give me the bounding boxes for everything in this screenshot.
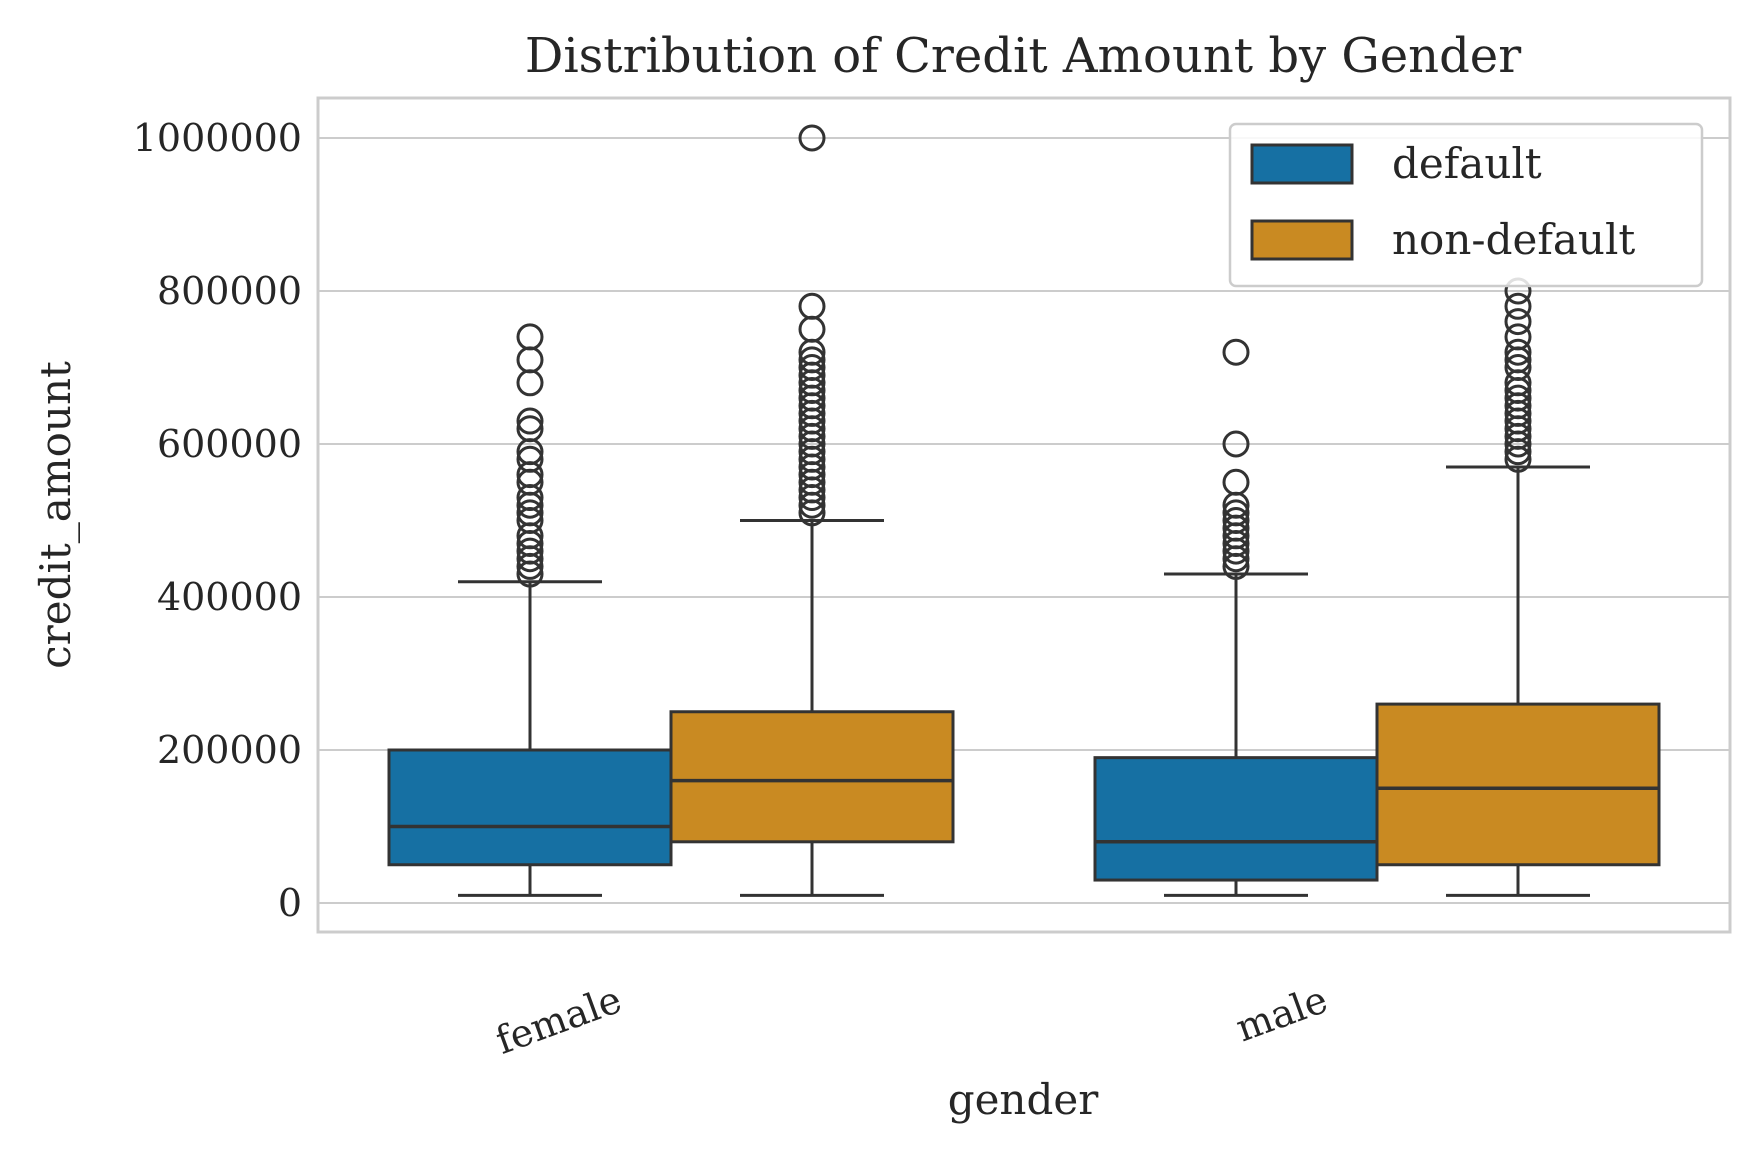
outlier-point: [1504, 292, 1532, 320]
legend-swatch-default: [1250, 143, 1354, 185]
x-tick-label: male: [1230, 977, 1333, 1050]
outlier-point: [798, 292, 826, 320]
outlier-point: [1222, 499, 1250, 527]
chart-title: Distribution of Credit Amount by Gender: [525, 28, 1521, 84]
y-tick-label: 1000000: [133, 116, 302, 160]
box-male-default: [1093, 338, 1379, 897]
legend-label-non-default: non-default: [1392, 215, 1635, 264]
iqr-box: [669, 710, 955, 844]
outlier-point: [516, 445, 544, 473]
outlier-point: [1222, 468, 1250, 496]
box-plot-series: [387, 124, 1661, 897]
x-axis-label: gender: [948, 1075, 1100, 1124]
iqr-box: [1375, 702, 1661, 867]
iqr-box: [387, 748, 673, 867]
outlier-point: [516, 323, 544, 351]
outlier-point: [1504, 323, 1532, 351]
outlier-point: [1504, 308, 1532, 336]
iqr-box: [1093, 756, 1379, 882]
outlier-point: [516, 346, 544, 374]
outlier-point: [1222, 507, 1250, 534]
y-tick-label: 800000: [157, 269, 302, 313]
outlier-point: [516, 537, 544, 565]
outlier-point: [516, 369, 544, 397]
outlier-point: [516, 499, 544, 527]
plot-frame: [316, 96, 1732, 934]
legend-swatch-non-default: [1250, 219, 1354, 261]
outlier-point: [798, 354, 826, 381]
box-female-non-default: [669, 124, 955, 897]
x-axis-ticks: female male: [490, 977, 1333, 1063]
y-tick-label: 200000: [157, 728, 302, 772]
outlier-point: [798, 346, 826, 374]
outlier-point: [516, 415, 544, 443]
outlier-point: [1222, 338, 1250, 366]
outlier-point: [1504, 384, 1532, 412]
outlier-point: [798, 315, 826, 343]
y-tick-label: 0: [278, 881, 302, 925]
legend-label-default: default: [1392, 139, 1542, 188]
x-tick-label: female: [490, 977, 627, 1063]
outlier-point: [1504, 338, 1532, 366]
outlier-point: [516, 407, 544, 435]
y-axis-ticks: 0 200000 400000 600000 800000 1000000: [133, 116, 302, 925]
legend: default non-default: [1228, 122, 1704, 288]
box-male-non-default: [1375, 277, 1661, 897]
y-axis-label: credit_amount: [31, 361, 80, 669]
outlier-point: [798, 124, 826, 152]
y-tick-label: 400000: [157, 575, 302, 619]
y-tick-label: 600000: [157, 422, 302, 466]
outlier-point: [1504, 354, 1532, 381]
box-female-default: [387, 323, 673, 897]
outlier-point: [1222, 430, 1250, 458]
